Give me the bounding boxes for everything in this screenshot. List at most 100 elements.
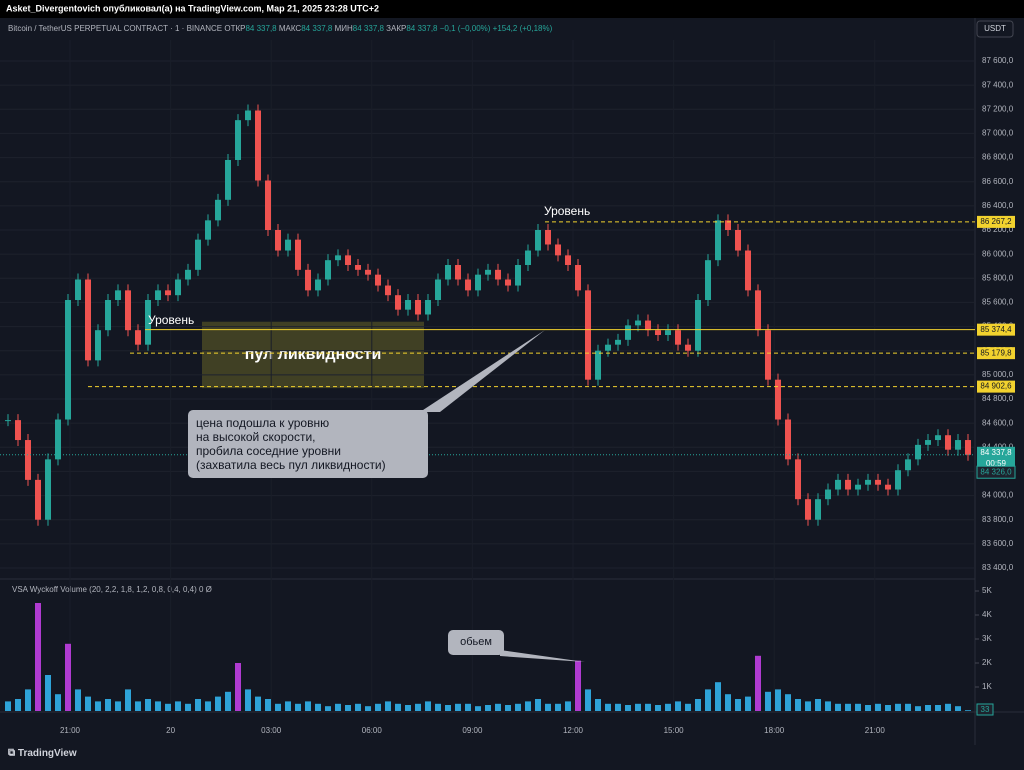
volume-bar: [135, 701, 141, 711]
candle: [555, 244, 561, 256]
volume-bar: [335, 703, 341, 711]
candle: [355, 265, 361, 270]
volume-bar: [865, 705, 871, 711]
y-tick-label: 86 800,0: [982, 153, 1014, 162]
volume-tick-label: 4K: [982, 610, 992, 619]
volume-bar: [685, 703, 691, 711]
volume-callout-pointer: [500, 650, 585, 662]
candle: [665, 330, 671, 336]
candle: [195, 239, 201, 270]
candle: [695, 300, 701, 351]
y-tick-label: 87 600,0: [982, 56, 1014, 65]
currency-button[interactable]: [976, 20, 1014, 38]
volume-bar: [35, 603, 41, 711]
y-tick-label: 84 800,0: [982, 394, 1014, 403]
zone-label: пул ликвидности: [245, 346, 382, 363]
y-tick-label: 86 000,0: [982, 249, 1014, 258]
candle: [35, 479, 41, 520]
volume-bar: [765, 691, 771, 711]
candle: [675, 330, 681, 345]
candle: [845, 479, 851, 490]
candle: [405, 300, 411, 310]
candle: [265, 180, 271, 230]
candle: [235, 120, 241, 160]
callout-line: (захватила весь пул ликвидности): [196, 458, 386, 472]
candle: [725, 220, 731, 230]
last-price: 84 337,8: [980, 448, 1012, 457]
candle: [85, 279, 91, 361]
volume-bar: [695, 699, 701, 711]
volume-bar: [415, 703, 421, 711]
candle: [365, 269, 371, 275]
candle: [225, 159, 231, 200]
y-tick-label: 86 200,0: [982, 225, 1014, 234]
volume-bar: [885, 705, 891, 711]
candle: [615, 339, 621, 345]
candle: [915, 444, 921, 460]
level-price-box: [977, 347, 1015, 360]
volume-bar: [725, 694, 731, 711]
candle: [955, 440, 961, 450]
volume-bar: [445, 705, 451, 711]
volume-callout-box: [448, 630, 504, 655]
candle: [345, 255, 351, 266]
volume-bar: [515, 703, 521, 711]
candle: [115, 290, 121, 301]
timer: 00:59: [986, 459, 1007, 468]
indicator-title: VSA Wyckoff Volume (20, 2,2, 1,8, 1,2, 0…: [12, 585, 212, 594]
volume-bar: [845, 703, 851, 711]
volume-bar: [855, 703, 861, 711]
candle: [315, 279, 321, 291]
candle: [335, 255, 341, 261]
level-price-box: [977, 215, 1015, 228]
volume-bar: [645, 703, 651, 711]
candle: [385, 285, 391, 296]
level-text: Уровень: [148, 313, 194, 327]
volume-bar: [805, 701, 811, 711]
volume-bar: [565, 701, 571, 711]
candle: [515, 265, 521, 286]
volume-bar: [955, 706, 961, 711]
volume-bar: [875, 703, 881, 711]
candle: [425, 300, 431, 315]
volume-bar: [485, 705, 491, 711]
volume-bar: [305, 701, 311, 711]
candle: [785, 419, 791, 460]
volume-bar: [125, 689, 131, 711]
volume-bar: [15, 699, 21, 711]
callout-box: [188, 410, 428, 478]
volume-bar: [945, 703, 951, 711]
level-price: 86 267,2: [980, 217, 1012, 226]
volume-callout: обьем: [460, 636, 492, 648]
candle: [565, 255, 571, 266]
candle: [925, 440, 931, 445]
y-tick-label: 87 000,0: [982, 129, 1014, 138]
candle: [775, 379, 781, 420]
volume-bar: [75, 689, 81, 711]
volume-bar: [755, 655, 761, 711]
candle: [435, 279, 441, 301]
candle: [595, 350, 601, 380]
candle: [205, 220, 211, 240]
callout-line: пробила соседние уровни: [196, 444, 341, 458]
candle: [875, 479, 881, 485]
volume-bar: [715, 682, 721, 711]
candle: [145, 300, 151, 345]
volume-bar: [625, 705, 631, 711]
candle: [25, 440, 31, 480]
candle: [125, 290, 131, 331]
currency[interactable]: USDT: [984, 24, 1006, 33]
candle: [495, 269, 501, 280]
candle: [525, 250, 531, 266]
candle: [75, 279, 81, 301]
candle: [635, 320, 641, 326]
volume-bar: [505, 705, 511, 711]
candle: [605, 344, 611, 351]
volume-bar: [915, 706, 921, 711]
volume-bar: [255, 696, 261, 711]
candle: [645, 320, 651, 331]
candle: [485, 269, 491, 275]
volume-bar: [745, 696, 751, 711]
candle: [325, 260, 331, 280]
candle: [105, 300, 111, 331]
